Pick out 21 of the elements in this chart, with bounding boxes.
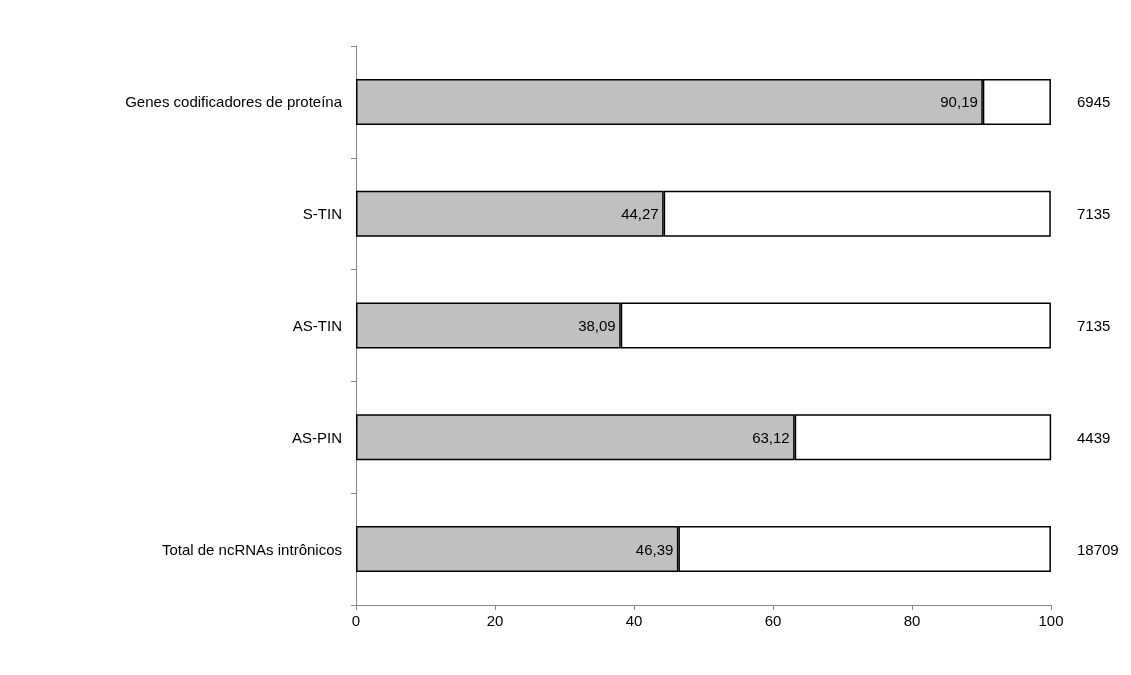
text: 7135 bbox=[1077, 205, 1111, 223]
y-tick-label: AS-TIN bbox=[292, 317, 342, 334]
text: 6945 bbox=[1077, 93, 1111, 111]
x-tick-label: 80 bbox=[903, 612, 921, 629]
y-tick-label: Total de ncRNAs intrônicos bbox=[161, 540, 342, 558]
y-tick-label: Genes codificadores de proteína bbox=[125, 93, 343, 111]
data-label: 38,09 bbox=[578, 317, 616, 334]
data-label: 46,39 bbox=[635, 540, 674, 558]
text: 4439 bbox=[1077, 428, 1111, 446]
data-label: 44,27 bbox=[621, 205, 659, 223]
x-tick-label: 60 bbox=[764, 612, 782, 629]
y-tick-label: AS-PIN bbox=[291, 428, 342, 446]
text: 18709 bbox=[1077, 540, 1119, 558]
data-label: 63,12 bbox=[752, 428, 790, 446]
x-tick-label: 0 bbox=[351, 612, 361, 629]
x-tick-label: 20 bbox=[486, 612, 504, 629]
data-label: 90,19 bbox=[940, 93, 978, 111]
x-tick-label: 40 bbox=[625, 612, 643, 629]
text: 7135 bbox=[1077, 317, 1111, 334]
x-tick-label: 100 bbox=[1038, 612, 1064, 629]
y-tick-label: S-TIN bbox=[302, 205, 342, 223]
